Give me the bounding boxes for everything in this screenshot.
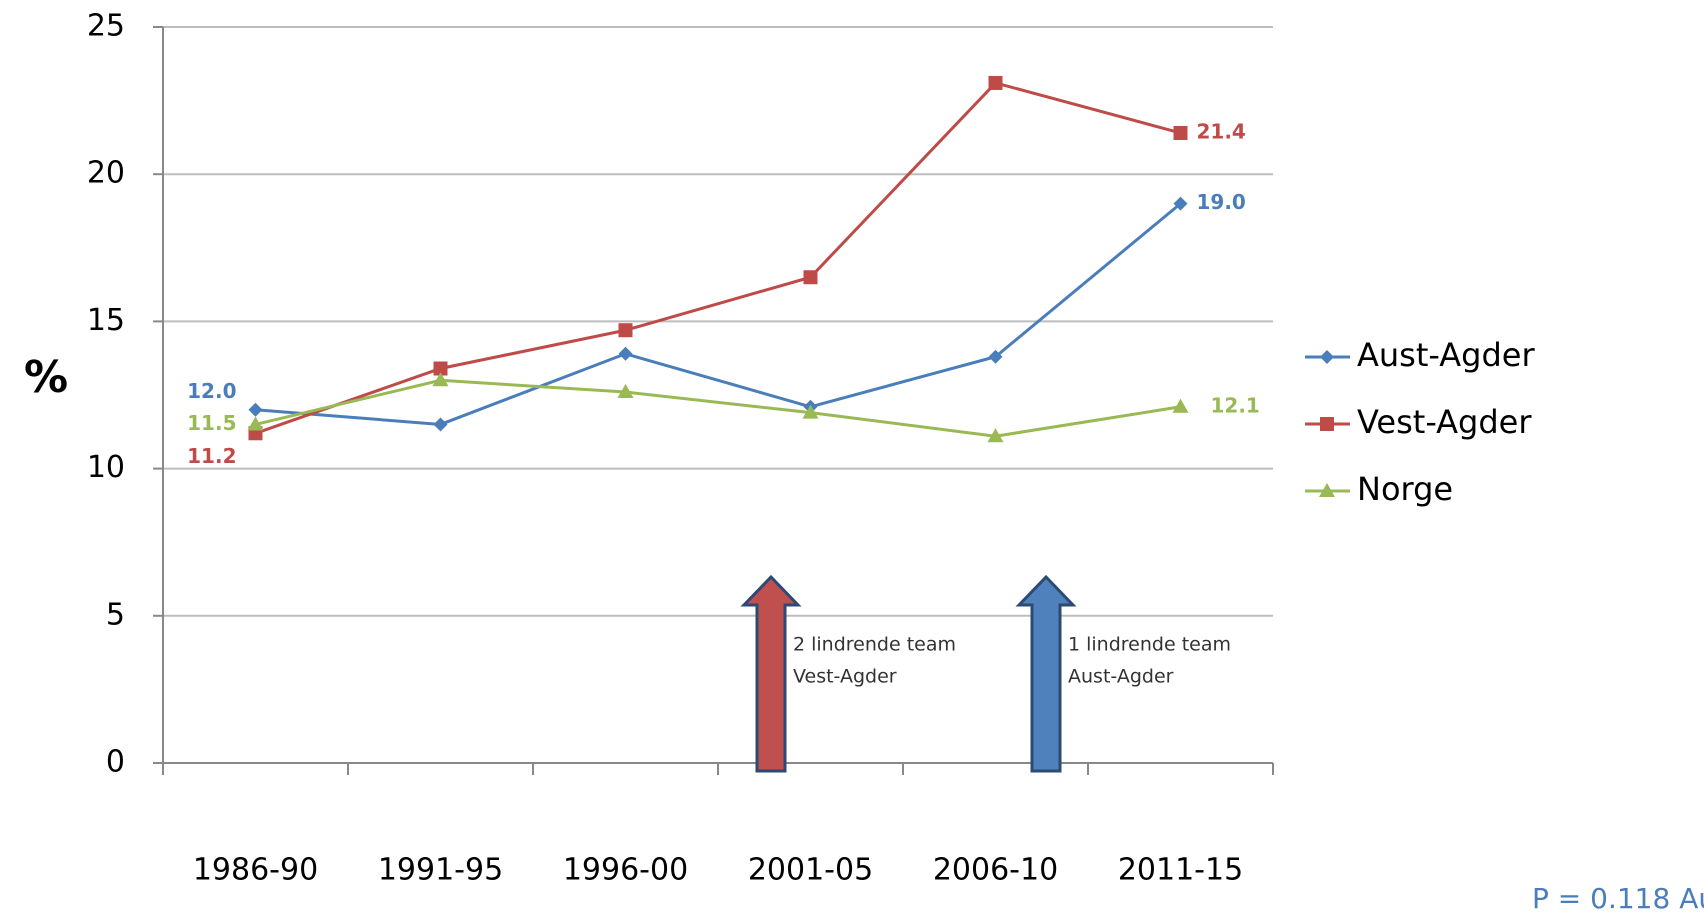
line [255, 81, 1181, 435]
annotation-text: Aust-Agder [1068, 666, 1174, 688]
legend-label: Aust-Agder [1357, 336, 1535, 374]
point [988, 75, 1003, 90]
point [433, 361, 448, 376]
legend-label: Vest-Agder [1357, 403, 1532, 441]
x-tick-label: 1996-00 [563, 853, 688, 888]
point [988, 349, 1003, 364]
point [433, 417, 448, 432]
y-tick-label: 0 [106, 745, 125, 780]
annotation-text: 2 lindrende team [793, 634, 956, 656]
x-tick-label: 1991-95 [378, 853, 503, 888]
x-tick-label: 2001-05 [748, 853, 873, 888]
data-label: 12.1 [1211, 393, 1260, 417]
point [248, 402, 263, 417]
point [1319, 483, 1335, 497]
point [432, 372, 449, 387]
annotation-text: 1 lindrende team [1068, 634, 1231, 656]
legend-label: Norge [1357, 470, 1453, 508]
annotation-arrow [740, 574, 802, 773]
line [255, 378, 1181, 438]
x-tick-label: 2006-10 [933, 853, 1058, 888]
point [802, 404, 819, 419]
data-label: 12.0 [187, 379, 236, 403]
footnote: P = 0.118 Aus [1532, 882, 1704, 912]
point [1320, 417, 1334, 431]
data-label: 21.4 [1197, 119, 1246, 143]
point [803, 270, 818, 285]
point [1172, 398, 1189, 413]
line [255, 202, 1182, 426]
y-tick-label: 10 [87, 450, 125, 485]
data-label: 19.0 [1197, 190, 1246, 214]
y-tick-label: 25 [87, 9, 125, 44]
point [618, 323, 633, 338]
annotation-arrow [1015, 574, 1077, 773]
point [618, 346, 633, 361]
y-tick-label: 20 [87, 156, 125, 191]
point [617, 384, 634, 399]
y-tick-label: 15 [87, 303, 125, 338]
data-label: 11.2 [187, 444, 236, 468]
point [1173, 196, 1188, 211]
point [1173, 125, 1188, 140]
annotation-text: Vest-Agder [793, 666, 897, 688]
x-tick-label: 2011-15 [1118, 853, 1243, 888]
y-tick-label: 5 [106, 597, 125, 632]
point [1320, 350, 1334, 364]
point [247, 416, 264, 431]
point [987, 428, 1004, 443]
data-label: 11.5 [187, 411, 236, 435]
x-tick-label: 1986-90 [193, 853, 318, 888]
y-axis-label: % [24, 352, 68, 403]
